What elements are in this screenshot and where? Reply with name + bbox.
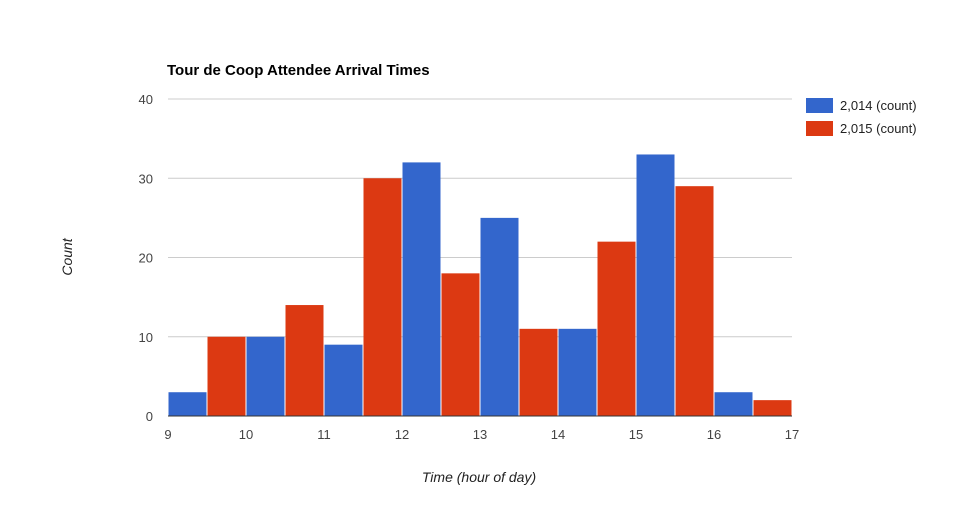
bar-series-1-bin-5	[480, 217, 519, 416]
bar-series-1-bin-2	[246, 336, 285, 416]
axes: 0 10 20 30 40 9 10 11 12 13 14 15 16 17	[139, 92, 800, 442]
bar-series-2-bin-8	[753, 400, 792, 416]
y-tick-label: 20	[139, 251, 153, 266]
bar-series-2-bin-1	[207, 336, 246, 416]
bars	[168, 154, 792, 416]
bar-series-1-bin-1	[168, 392, 207, 416]
x-tick-label: 10	[239, 427, 253, 442]
legend-label-2: 2,015 (count)	[840, 121, 917, 136]
legend-swatch-1	[806, 98, 833, 113]
bar-series-2-bin-5	[519, 328, 558, 416]
x-tick-label: 14	[551, 427, 565, 442]
x-axis-label: Time (hour of day)	[422, 469, 536, 485]
bar-series-1-bin-6	[558, 328, 597, 416]
y-tick-label: 40	[139, 92, 153, 107]
x-tick-label: 13	[473, 427, 487, 442]
bar-series-1-bin-4	[402, 162, 441, 416]
x-tick-label: 12	[395, 427, 409, 442]
bar-series-2-bin-4	[441, 273, 480, 416]
x-tick-label: 17	[785, 427, 799, 442]
x-tick-label: 16	[707, 427, 721, 442]
y-tick-label: 10	[139, 330, 153, 345]
bar-series-2-bin-2	[285, 305, 324, 416]
y-tick-label: 0	[146, 409, 153, 424]
chart-title: Tour de Coop Attendee Arrival Times	[167, 62, 430, 79]
x-tick-label: 15	[629, 427, 643, 442]
x-tick-label: 9	[164, 427, 171, 442]
y-tick-label: 30	[139, 171, 153, 186]
bar-series-2-bin-6	[597, 241, 636, 416]
legend-swatch-2	[806, 121, 833, 136]
legend-label-1: 2,014 (count)	[840, 98, 917, 113]
x-tick-label: 11	[317, 427, 331, 442]
bar-series-1-bin-3	[324, 344, 363, 416]
y-axis-label: Count	[59, 237, 75, 275]
bar-series-1-bin-8	[714, 392, 753, 416]
legend: 2,014 (count) 2,015 (count)	[806, 98, 917, 136]
bar-series-2-bin-7	[675, 186, 714, 416]
bar-series-1-bin-7	[636, 154, 675, 416]
bar-series-2-bin-3	[363, 178, 402, 416]
